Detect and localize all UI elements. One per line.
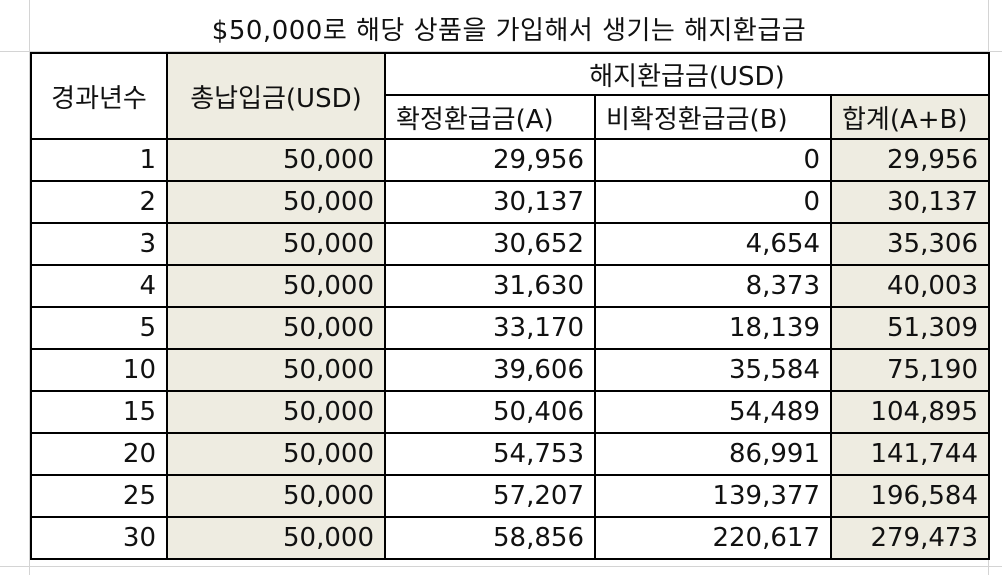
cell-non-guaranteed[interactable]: 54,489 (594, 390, 832, 434)
table-row: 15 50,000 50,406 54,489 104,895 (30, 390, 990, 434)
cell-non-guaranteed[interactable]: 0 (594, 180, 832, 224)
cell-sum[interactable]: 40,003 (830, 264, 990, 308)
cell-non-guaranteed[interactable]: 0 (594, 138, 832, 182)
cell-year[interactable]: 3 (30, 222, 168, 266)
cell-sum[interactable]: 104,895 (830, 390, 990, 434)
cell-year[interactable]: 25 (30, 474, 168, 518)
cell-sum[interactable]: 279,473 (830, 516, 990, 560)
table-row: 20 50,000 54,753 86,991 141,744 (30, 432, 990, 476)
cell-paid[interactable]: 50,000 (166, 348, 386, 392)
cell-sum[interactable]: 75,190 (830, 348, 990, 392)
sheet-title-cell[interactable]: $50,000로 해당 상품을 가입해서 생기는 해지환급금 (211, 15, 807, 46)
cell-sum[interactable]: 141,744 (830, 432, 990, 476)
cell-guaranteed[interactable]: 31,630 (384, 264, 596, 308)
cell-guaranteed[interactable]: 30,137 (384, 180, 596, 224)
table-row: 2 50,000 30,137 0 30,137 (30, 180, 990, 224)
cell-sum[interactable]: 30,137 (830, 180, 990, 224)
cell-guaranteed[interactable]: 54,753 (384, 432, 596, 476)
cell-paid[interactable]: 50,000 (166, 390, 386, 434)
cell-year[interactable]: 15 (30, 390, 168, 434)
cell-non-guaranteed[interactable]: 86,991 (594, 432, 832, 476)
header-non-guaranteed[interactable]: 비확정환급금(B) (594, 94, 832, 140)
table-row: 30 50,000 58,856 220,617 279,473 (30, 516, 990, 560)
table-row: 5 50,000 33,170 18,139 51,309 (30, 306, 990, 350)
cell-year[interactable]: 4 (30, 264, 168, 308)
cell-guaranteed[interactable]: 33,170 (384, 306, 596, 350)
header-years[interactable]: 경과년수 (30, 52, 168, 140)
cell-year[interactable]: 5 (30, 306, 168, 350)
gridline (29, 0, 30, 575)
cell-guaranteed[interactable]: 39,606 (384, 348, 596, 392)
cell-paid[interactable]: 50,000 (166, 222, 386, 266)
cell-paid[interactable]: 50,000 (166, 516, 386, 560)
cell-guaranteed[interactable]: 29,956 (384, 138, 596, 182)
cell-guaranteed[interactable]: 30,652 (384, 222, 596, 266)
cell-guaranteed[interactable]: 50,406 (384, 390, 596, 434)
cell-sum[interactable]: 29,956 (830, 138, 990, 182)
header-guaranteed[interactable]: 확정환급금(A) (384, 94, 596, 140)
cell-non-guaranteed[interactable]: 35,584 (594, 348, 832, 392)
cell-year[interactable]: 2 (30, 180, 168, 224)
header-refund-group[interactable]: 해지환급금(USD) (384, 52, 990, 96)
cell-non-guaranteed[interactable]: 4,654 (594, 222, 832, 266)
refund-table: 경과년수 총납입금(USD) 해지환급금(USD) 확정환급금(A) 비확정환급… (30, 52, 990, 560)
gridline (0, 51, 1002, 52)
header-sum[interactable]: 합계(A+B) (830, 94, 990, 140)
cell-year[interactable]: 30 (30, 516, 168, 560)
cell-paid[interactable]: 50,000 (166, 474, 386, 518)
cell-non-guaranteed[interactable]: 220,617 (594, 516, 832, 560)
cell-paid[interactable]: 50,000 (166, 180, 386, 224)
cell-year[interactable]: 1 (30, 138, 168, 182)
cell-sum[interactable]: 196,584 (830, 474, 990, 518)
table-row: 10 50,000 39,606 35,584 75,190 (30, 348, 990, 392)
cell-sum[interactable]: 51,309 (830, 306, 990, 350)
cell-sum[interactable]: 35,306 (830, 222, 990, 266)
cell-guaranteed[interactable]: 57,207 (384, 474, 596, 518)
cell-paid[interactable]: 50,000 (166, 432, 386, 476)
table-row: 4 50,000 31,630 8,373 40,003 (30, 264, 990, 308)
cell-paid[interactable]: 50,000 (166, 306, 386, 350)
cell-year[interactable]: 10 (30, 348, 168, 392)
cell-paid[interactable]: 50,000 (166, 138, 386, 182)
cell-non-guaranteed[interactable]: 18,139 (594, 306, 832, 350)
cell-non-guaranteed[interactable]: 139,377 (594, 474, 832, 518)
header-total-paid[interactable]: 총납입금(USD) (166, 52, 386, 140)
gridline (0, 566, 1002, 567)
table-row: 3 50,000 30,652 4,654 35,306 (30, 222, 990, 266)
table-row: 1 50,000 29,956 0 29,956 (30, 138, 990, 182)
cell-non-guaranteed[interactable]: 8,373 (594, 264, 832, 308)
cell-year[interactable]: 20 (30, 432, 168, 476)
cell-paid[interactable]: 50,000 (166, 264, 386, 308)
cell-guaranteed[interactable]: 58,856 (384, 516, 596, 560)
table-row: 25 50,000 57,207 139,377 196,584 (30, 474, 990, 518)
